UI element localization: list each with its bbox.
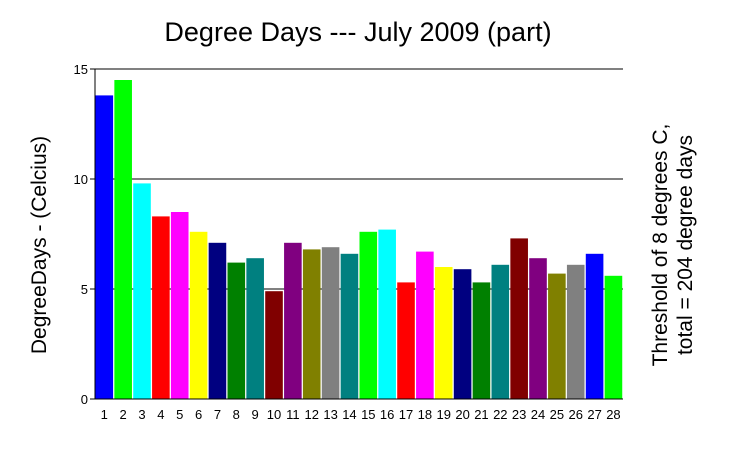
bar-day-5 [170, 212, 189, 399]
bar-day-3 [133, 183, 151, 399]
chart-title: Degree Days --- July 2009 (part) [164, 17, 551, 47]
x-tick-label: 26 [568, 407, 582, 422]
x-tick-label: 25 [550, 407, 564, 422]
bar-day-20 [453, 269, 472, 399]
bar-day-15 [359, 231, 378, 399]
x-tick-label: 10 [267, 407, 281, 422]
right-annotation-line-2: total = 204 degree days [674, 135, 697, 355]
bar-day-23 [510, 238, 528, 399]
x-tick-label: 15 [361, 407, 375, 422]
bar-day-10 [265, 291, 283, 399]
bar-day-8 [227, 262, 246, 399]
bar-day-1 [95, 95, 114, 400]
x-tick-label: 11 [286, 407, 300, 422]
bar-day-14 [340, 253, 359, 399]
x-tick-label: 19 [436, 407, 450, 422]
y-tick-label: 5 [81, 282, 88, 297]
x-tick-label: 12 [304, 407, 318, 422]
bar-day-26 [566, 264, 585, 399]
x-tick-label: 9 [252, 407, 259, 422]
x-tick-labels: 1 2 3 4 5 6 7 8 9 10 11 12 13 14 15 16 17 18 19 20 21 22 23 24 2… [101, 407, 621, 422]
y-tick-labels: 0 5 10 15 [74, 62, 95, 407]
y-tick-label: 15 [74, 62, 88, 77]
bar-day-16 [378, 229, 396, 399]
bar-day-19 [434, 267, 453, 399]
bar-day-22 [491, 264, 510, 399]
x-tick-label: 20 [455, 407, 469, 422]
axes [94, 69, 623, 400]
right-annotation-line-1: Threshold of 8 degrees C, [649, 124, 672, 367]
bar-day-2 [114, 80, 132, 399]
bars [95, 80, 623, 400]
x-tick-label: 4 [157, 407, 164, 422]
bar-day-25 [548, 273, 566, 399]
y-tick-label: 10 [74, 172, 88, 187]
bar-day-12 [302, 249, 321, 399]
bar-day-24 [529, 258, 547, 399]
x-tick-label: 7 [214, 407, 221, 422]
x-tick-label: 2 [120, 407, 127, 422]
y-tick-label: 0 [81, 392, 88, 407]
bar-day-7 [208, 242, 227, 399]
bar-day-9 [246, 258, 264, 399]
x-tick-label: 16 [380, 407, 394, 422]
x-tick-label: 14 [342, 407, 356, 422]
x-tick-label: 5 [176, 407, 183, 422]
bar-day-4 [152, 216, 170, 399]
x-tick-label: 28 [606, 407, 620, 422]
bar-day-21 [472, 282, 491, 399]
x-tick-label: 17 [399, 407, 413, 422]
bar-day-11 [284, 242, 302, 399]
x-tick-label: 27 [587, 407, 601, 422]
x-tick-label: 24 [531, 407, 545, 422]
bar-day-18 [416, 251, 434, 399]
bar-day-27 [585, 253, 604, 399]
x-tick-label: 6 [195, 407, 202, 422]
x-tick-label: 3 [138, 407, 145, 422]
x-tick-label: 13 [323, 407, 337, 422]
x-tick-label: 8 [233, 407, 240, 422]
bar-day-17 [397, 282, 415, 399]
x-tick-label: 18 [418, 407, 432, 422]
x-tick-label: 1 [101, 407, 108, 422]
x-tick-label: 21 [474, 407, 488, 422]
y-axis-label: DegreeDays - (Celcius) [28, 136, 51, 354]
x-tick-label: 22 [493, 407, 507, 422]
bar-day-13 [321, 247, 340, 399]
bar-day-28 [604, 275, 623, 399]
x-tick-label: 23 [512, 407, 526, 422]
bar-day-6 [189, 231, 208, 399]
